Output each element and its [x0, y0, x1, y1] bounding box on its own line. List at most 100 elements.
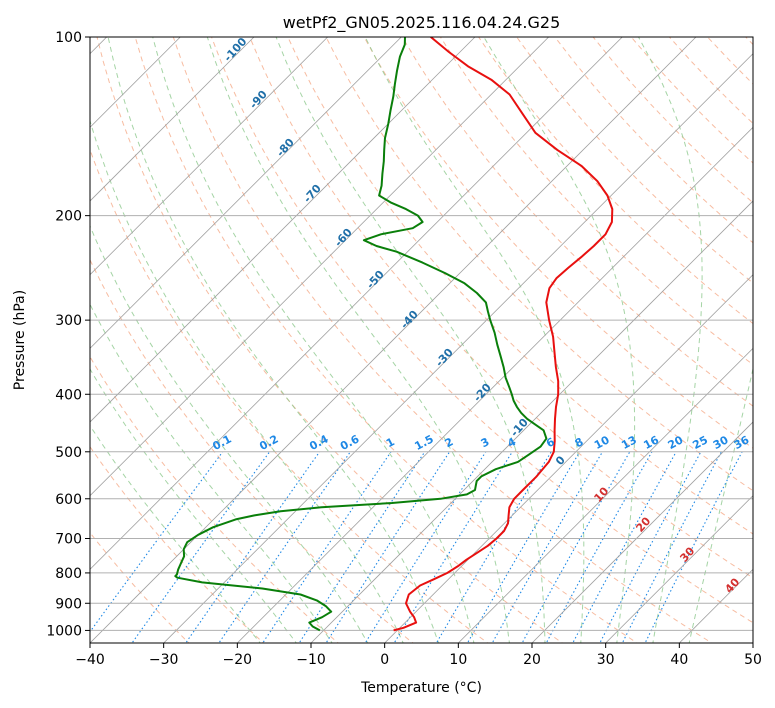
dry-adiabat	[439, 37, 753, 366]
dry-adiabat	[516, 37, 753, 284]
mixing-ratio-line	[466, 451, 581, 643]
x-tick-label: −10	[296, 652, 326, 668]
moist-adiabat-label: -90	[247, 88, 270, 112]
mixing-ratio-line	[491, 451, 603, 643]
isotherm	[163, 53, 753, 643]
moist-adiabat	[152, 37, 475, 643]
isotherm	[458, 347, 753, 643]
dry-adiabat	[478, 37, 753, 325]
mixing-ratio-line	[621, 451, 722, 643]
mixing-ratio-line	[218, 451, 351, 643]
moist-adiabat	[483, 37, 636, 643]
moist-adiabat	[206, 37, 510, 643]
mixing-ratio-label: 3	[479, 435, 492, 450]
isotherm	[237, 126, 753, 643]
moist-adiabat	[90, 118, 404, 643]
x-axis-title: Temperature (°C)	[360, 680, 482, 696]
y-tick-label: 700	[55, 532, 82, 548]
mixing-ratio-line	[644, 451, 743, 643]
mixing-ratio-label: 0.2	[257, 432, 280, 453]
isotherm	[90, 37, 623, 570]
mixing-ratio-label: 2	[443, 435, 456, 450]
isotherm	[384, 274, 753, 643]
mixing-ratio-label: 8	[573, 435, 586, 450]
x-tick-label: 30	[597, 652, 615, 668]
mixing-ratio-line	[599, 451, 702, 643]
y-axis-title: Pressure (hPa)	[12, 290, 28, 390]
mixing-ratio-label: 10	[592, 433, 612, 452]
moist-adiabat-label: 0	[553, 453, 568, 468]
isotherm	[90, 37, 255, 202]
moist-adiabat-label: -40	[398, 308, 421, 332]
y-tick-label: 200	[55, 209, 82, 225]
x-tick-label: 40	[670, 652, 688, 668]
dry-adiabat-label: 20	[633, 514, 653, 534]
moist-adiabat-label: -100	[221, 35, 249, 64]
line-labels: 0.1 0.2 0.4 0.6 1 1.5 2 3 4 6 8 10 13 16 20 25 30 36-100-…	[210, 35, 752, 596]
axes: −40 −30 −20 −10 0 10 20 30 40 5010020030040050060…	[46, 30, 762, 668]
mixing-ratio-line	[90, 451, 224, 633]
isotherm	[531, 421, 753, 643]
dry-adiabat	[325, 37, 753, 492]
moist-adiabat-label: -60	[332, 226, 355, 250]
dry-adiabat	[363, 37, 753, 449]
dewpoint-line	[174, 37, 548, 632]
dry-adiabat-label: 40	[722, 575, 742, 595]
moist-adiabat	[638, 37, 703, 643]
x-tick-label: 50	[744, 652, 762, 668]
moist-adiabat	[90, 224, 369, 643]
mixing-ratio-label: 20	[666, 433, 686, 452]
isotherm	[90, 37, 476, 423]
isotherm	[605, 495, 753, 643]
temperature-line	[393, 37, 614, 632]
dry-adiabat-label: 30	[677, 544, 697, 564]
moist-adiabat	[275, 37, 546, 643]
mixing-ratio-label: 1.5	[412, 432, 435, 453]
moist-adiabat-label: -30	[433, 346, 456, 370]
y-tick-label: 1000	[46, 623, 82, 639]
mixing-ratio-label: 25	[690, 433, 710, 452]
plot-frame	[89, 36, 754, 644]
mixing-ratio-label: 0.6	[338, 432, 362, 453]
moist-adiabat-label: -50	[364, 268, 387, 292]
moist-adiabat-label: -70	[301, 182, 324, 206]
x-tick-label: −20	[223, 652, 253, 668]
moist-adiabat	[90, 424, 261, 643]
mixing-ratio-label: 30	[711, 433, 731, 452]
mixing-ratio-line	[572, 451, 677, 643]
isotherm	[90, 37, 328, 276]
mixing-ratio-line	[262, 451, 392, 643]
chart-title: wetPf2_GN05.2025.116.04.24.G25	[283, 13, 561, 33]
y-tick-label: 100	[55, 30, 82, 46]
dry-adiabat	[745, 37, 753, 46]
dry-adiabat	[211, 37, 753, 624]
moist-adiabat	[107, 37, 440, 643]
y-tick-label: 300	[55, 313, 82, 329]
x-tick-label: 0	[380, 652, 389, 668]
y-tick-label: 900	[55, 596, 82, 612]
mixing-ratio-line	[325, 451, 451, 643]
isotherm	[752, 642, 753, 643]
moist-adiabat	[90, 303, 333, 643]
x-tick-label: −30	[149, 652, 179, 668]
moist-adiabat	[364, 37, 585, 643]
mixing-ratio-label: 13	[619, 433, 639, 452]
mixing-ratio-label: 36	[732, 433, 752, 452]
isotherm	[90, 37, 697, 643]
moist-adiabat	[90, 368, 297, 643]
y-tick-label: 600	[55, 492, 82, 508]
y-tick-label: 800	[55, 566, 82, 582]
moist-adiabat-label: -20	[471, 381, 494, 405]
profile-lines	[174, 37, 614, 632]
y-tick-label: 400	[55, 387, 82, 403]
moist-adiabat	[688, 366, 753, 643]
dry-adiabat	[96, 37, 564, 643]
mixing-ratio-line	[185, 451, 321, 643]
moist-adiabat-label: -80	[274, 136, 297, 160]
y-tick-label: 500	[55, 445, 82, 461]
x-tick-label: 10	[449, 652, 467, 668]
isotherm	[90, 37, 549, 497]
mixing-ratio-line	[393, 451, 513, 643]
dry-adiabat	[707, 37, 753, 85]
